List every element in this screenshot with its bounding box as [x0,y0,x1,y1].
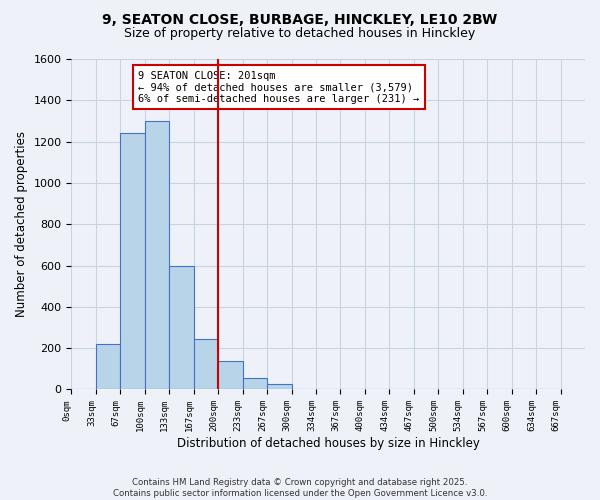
Bar [218,360,242,390]
Text: 9, SEATON CLOSE, BURBAGE, HINCKLEY, LE10 2BW: 9, SEATON CLOSE, BURBAGE, HINCKLEY, LE10… [103,12,497,26]
Bar [96,344,121,390]
Y-axis label: Number of detached properties: Number of detached properties [15,131,28,317]
Bar [145,121,169,390]
X-axis label: Distribution of detached houses by size in Hinckley: Distribution of detached houses by size … [177,437,479,450]
Bar [267,384,292,390]
Text: Contains HM Land Registry data © Crown copyright and database right 2025.
Contai: Contains HM Land Registry data © Crown c… [113,478,487,498]
Text: Size of property relative to detached houses in Hinckley: Size of property relative to detached ho… [124,28,476,40]
Bar [242,378,267,390]
Text: 9 SEATON CLOSE: 201sqm
← 94% of detached houses are smaller (3,579)
6% of semi-d: 9 SEATON CLOSE: 201sqm ← 94% of detached… [138,70,419,104]
Bar [121,134,145,390]
Bar [169,266,194,390]
Bar [194,339,218,390]
